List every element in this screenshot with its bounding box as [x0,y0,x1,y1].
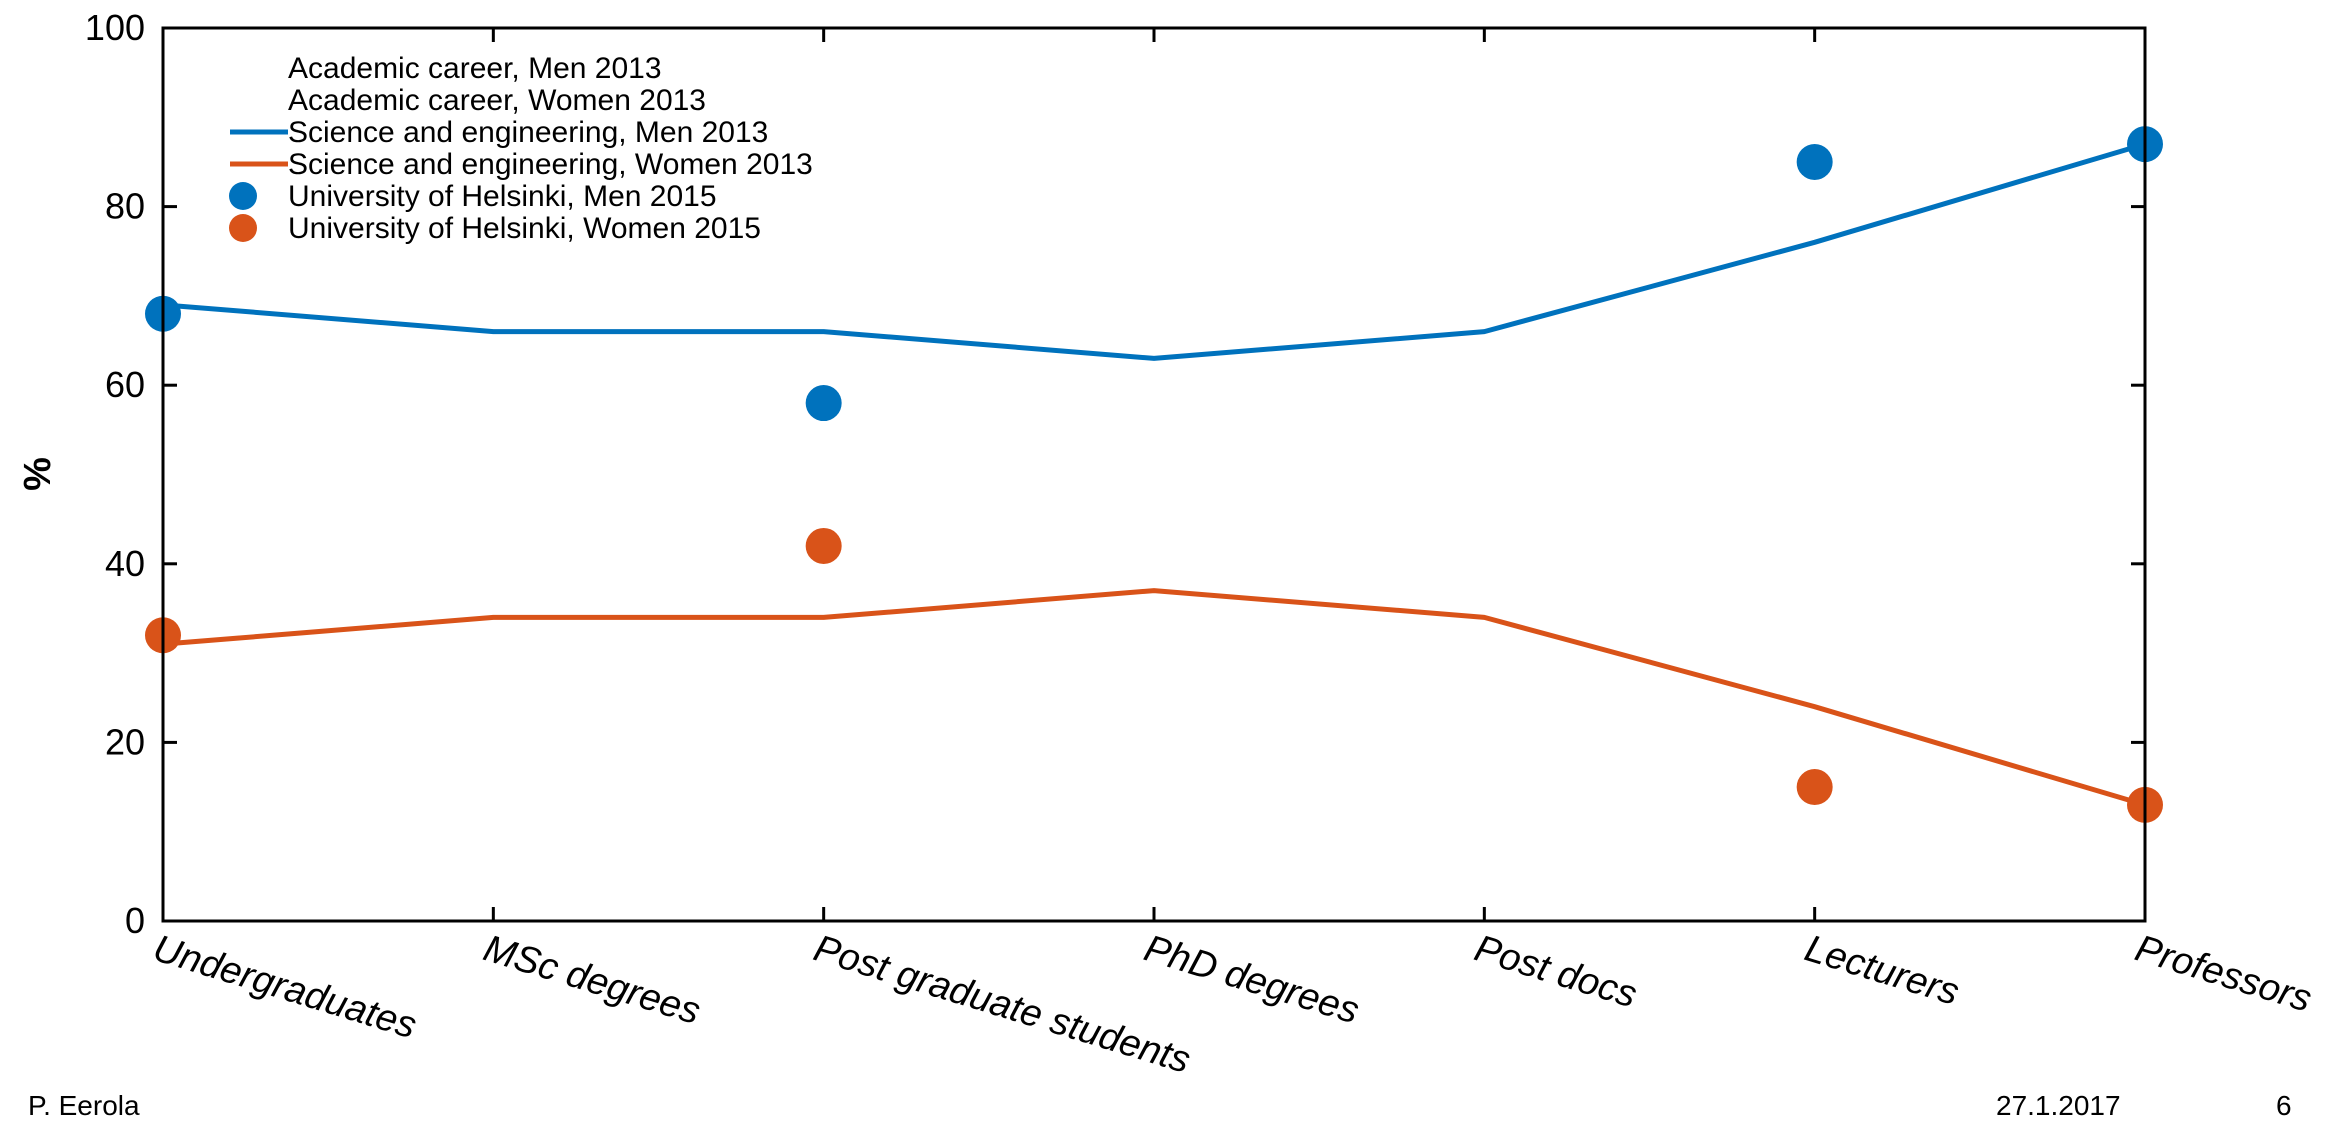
y-tick-label: 60 [105,364,145,405]
plot-lines [162,141,2146,808]
x-tick-label: Lecturers [1800,927,1964,1013]
x-tick-label: Undergraduates [148,927,421,1047]
data-point [1796,769,1833,806]
data-point [805,385,842,422]
data-point [805,527,842,564]
footer-author: P. Eerola [28,1090,140,1121]
footer-page-number: 6 [2276,1090,2292,1121]
footer-date: 27.1.2017 [1996,1090,2121,1121]
y-tick-label: 100 [85,7,145,48]
y-tick-label: 40 [105,543,145,584]
y-tick-label: 20 [105,721,145,762]
legend-marker-swatch [229,182,257,210]
series-line [162,588,2146,808]
x-tick-label: Post docs [1470,927,1642,1016]
data-point [1796,143,1833,180]
legend-label: University of Helsinki, Men 2015 [288,180,717,213]
legend-marker-swatch [229,214,257,242]
legend-label: Academic career, Women 2013 [288,84,706,117]
y-axis: 0 20 40 60 80 100 [85,7,2145,941]
legend-label: Academic career, Men 2013 [288,52,662,85]
y-tick-label: 80 [105,186,145,227]
y-tick-label: 0 [125,900,145,941]
legend-label: Science and engineering, Men 2013 [288,116,768,149]
y-axis-label: % [17,457,59,491]
legend-label: University of Helsinki, Women 2015 [288,212,761,245]
x-tick-label: Professors [2130,927,2316,1020]
x-tick-label: Post graduate students [809,927,1195,1081]
legend-label: Science and engineering, Women 2013 [288,148,813,181]
x-tick-label: PhD degrees [1139,927,1363,1032]
x-tick-label: MSc degrees [479,927,705,1033]
series-line [162,141,2146,361]
